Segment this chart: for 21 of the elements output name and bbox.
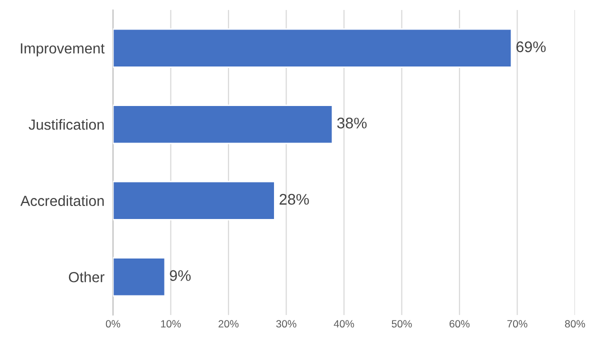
data-label: 69% <box>516 41 546 52</box>
y-tick-label: Other <box>68 272 104 282</box>
x-tick-label: 70% <box>507 320 528 328</box>
x-tick-label: 30% <box>276 320 296 328</box>
y-tick-label: Improvement <box>20 43 105 56</box>
x-tick-label: 80% <box>565 320 586 328</box>
bar <box>113 257 166 297</box>
bar <box>113 28 512 68</box>
x-tick-label: 60% <box>450 320 470 328</box>
bar <box>113 180 276 220</box>
x-tick-label: 20% <box>218 320 239 328</box>
data-label: 9% <box>170 270 191 281</box>
data-label: 28% <box>280 194 309 205</box>
y-tick-label: Justification <box>28 119 104 130</box>
x-tick-label: 50% <box>392 320 412 328</box>
bar <box>113 104 334 144</box>
x-tick-label: 40% <box>334 320 354 328</box>
y-tick-label: Accreditation <box>20 195 104 206</box>
x-tick-label: 10% <box>161 320 181 328</box>
x-tick-label: 0% <box>106 320 120 328</box>
data-label: 38% <box>337 118 367 128</box>
